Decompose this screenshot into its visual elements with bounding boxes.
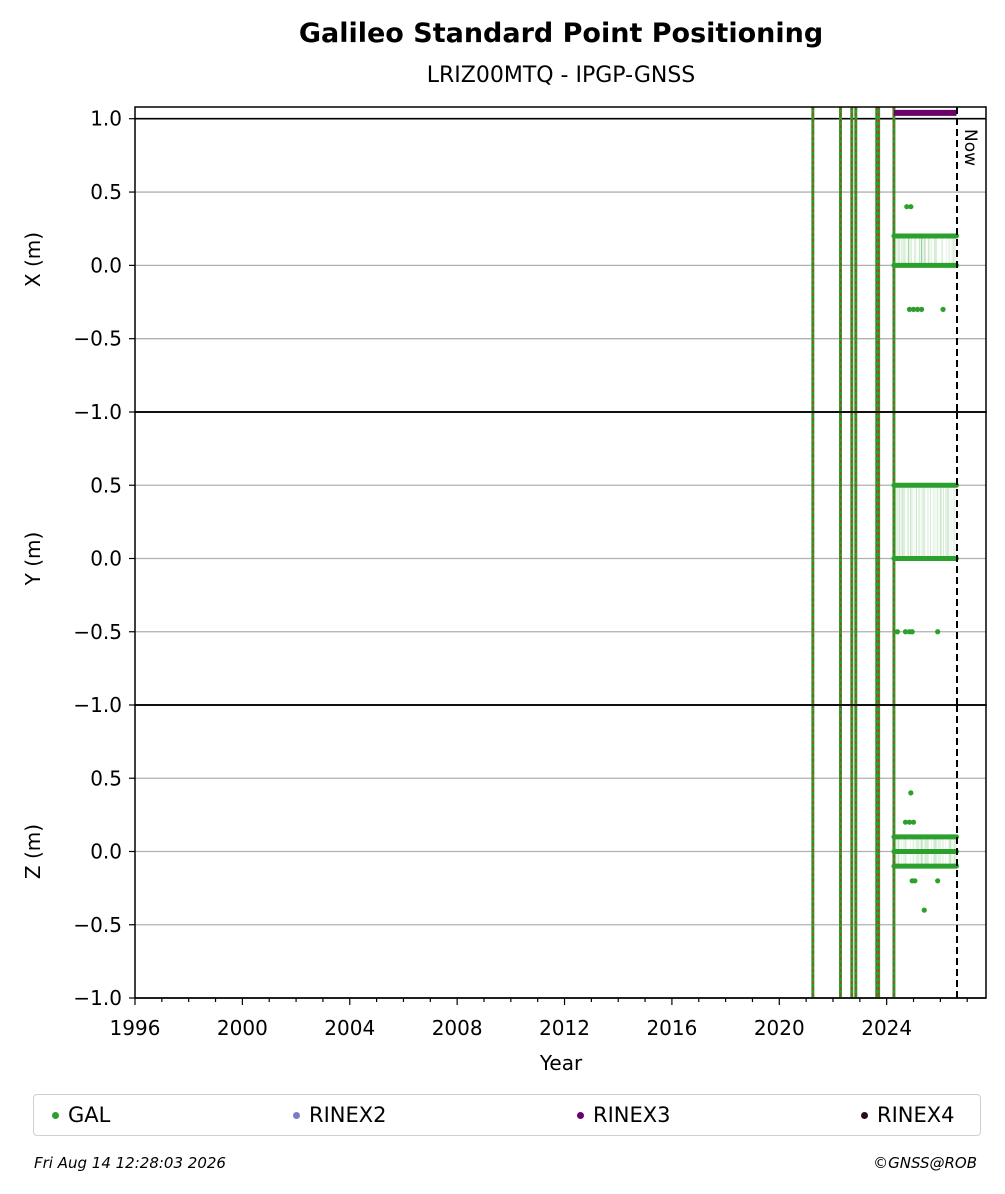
x-tick-label: 2012 bbox=[539, 1016, 590, 1040]
data-point bbox=[906, 306, 913, 312]
chart-subtitle: LRIZ00MTQ - IPGP-GNSS bbox=[427, 63, 696, 88]
y-tick-label: −0.5 bbox=[73, 327, 122, 351]
x-tick-label: 2020 bbox=[754, 1016, 805, 1040]
legend-item-gal: GAL bbox=[52, 1103, 110, 1127]
y-tick-label: 0.0 bbox=[90, 840, 122, 864]
data-point bbox=[940, 306, 946, 312]
y-tick-label: 0.5 bbox=[90, 180, 122, 204]
y-tick-label: −1.0 bbox=[73, 986, 122, 1010]
legend-label-rinex2: RINEX2 bbox=[309, 1103, 387, 1127]
legend-marker-rinex2 bbox=[293, 1111, 300, 1119]
chart-title: Galileo Standard Point Positioning bbox=[299, 18, 823, 49]
footer-copyright: ©GNSS@ROB bbox=[873, 1154, 977, 1172]
x-tick-label: 2008 bbox=[432, 1016, 483, 1040]
data-point bbox=[935, 629, 941, 635]
legend-label-gal: GAL bbox=[68, 1103, 111, 1127]
legend-marker-rinex3 bbox=[577, 1111, 584, 1119]
legend: GAL RINEX2 RINEX3 RINEX4 bbox=[33, 1094, 981, 1136]
y-axis-label: X (m) bbox=[21, 232, 45, 287]
x-axis-label: Year bbox=[539, 1051, 583, 1075]
panel-3: −1.0 −0.5 0.0 0.5 Z (m) bbox=[21, 704, 987, 1010]
x-tick-label: 2004 bbox=[324, 1016, 375, 1040]
y-tick-label: −0.5 bbox=[73, 913, 122, 937]
panel-frame bbox=[134, 704, 987, 999]
y-tick-label: 0.0 bbox=[90, 547, 122, 571]
y-tick-label: −1.0 bbox=[73, 400, 122, 424]
legend-marker-rinex4 bbox=[861, 1111, 868, 1119]
data-point bbox=[908, 204, 914, 210]
data-point bbox=[906, 819, 913, 825]
data-point bbox=[909, 629, 915, 635]
data-point bbox=[894, 629, 901, 635]
data-point bbox=[918, 306, 925, 312]
data-point bbox=[912, 878, 918, 884]
data-point bbox=[921, 907, 927, 913]
legend-item-rinex3: RINEX3 bbox=[577, 1103, 671, 1127]
x-tick-label: 2000 bbox=[217, 1016, 268, 1040]
data-point bbox=[908, 790, 914, 796]
data-point bbox=[902, 819, 909, 825]
now-label: Now bbox=[960, 129, 980, 166]
legend-marker-gal bbox=[52, 1111, 59, 1119]
data-point bbox=[904, 204, 910, 210]
legend-label-rinex4: RINEX4 bbox=[877, 1103, 955, 1127]
data-point bbox=[914, 306, 921, 312]
legend-item-rinex4: RINEX4 bbox=[861, 1103, 955, 1127]
x-tick-label: 2024 bbox=[861, 1016, 912, 1040]
y-tick-label: −1.0 bbox=[73, 693, 122, 717]
footer-timestamp: Fri Aug 14 12:28:03 2026 bbox=[34, 1154, 226, 1172]
legend-label-rinex3: RINEX3 bbox=[593, 1103, 671, 1127]
data-point bbox=[910, 306, 917, 312]
y-tick-label: −0.5 bbox=[73, 620, 122, 644]
y-tick-label: 0.5 bbox=[90, 766, 122, 790]
legend-item-rinex2: RINEX2 bbox=[293, 1103, 387, 1127]
data-point bbox=[902, 629, 909, 635]
chart: Galileo Standard Point Positioning LRIZ0… bbox=[21, 18, 987, 1075]
data-point bbox=[910, 819, 917, 825]
y-axis-label: Z (m) bbox=[21, 824, 45, 879]
x-tick-label: 2016 bbox=[646, 1016, 697, 1040]
data-point bbox=[935, 878, 941, 884]
panel-2: −1.0 −0.5 0.0 0.5 Y (m) bbox=[21, 411, 987, 717]
panel-1: −1.0 −0.5 0.0 0.5 1.0 X (m) Now bbox=[21, 106, 987, 424]
y-axis-label: Y (m) bbox=[21, 532, 45, 587]
y-tick-label: 1.0 bbox=[90, 107, 122, 131]
panel-frame bbox=[134, 106, 987, 413]
y-tick-label: 0.5 bbox=[90, 473, 122, 497]
y-tick-label: 0.0 bbox=[90, 253, 122, 277]
x-tick-label: 1996 bbox=[110, 1016, 161, 1040]
